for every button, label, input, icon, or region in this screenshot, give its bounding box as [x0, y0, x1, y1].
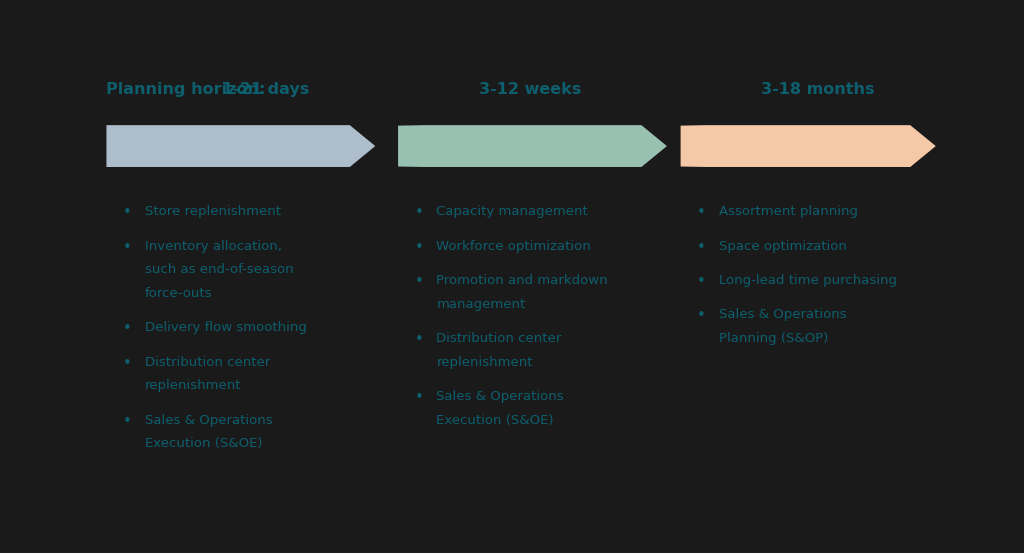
Text: Sales & Operations: Sales & Operations — [144, 414, 272, 427]
Text: •: • — [415, 332, 423, 347]
Text: Store replenishment: Store replenishment — [144, 205, 281, 218]
Polygon shape — [106, 125, 375, 167]
Text: •: • — [123, 239, 132, 254]
Text: Space optimization: Space optimization — [719, 239, 847, 253]
Text: •: • — [697, 239, 706, 254]
Text: Execution (S&OE): Execution (S&OE) — [144, 437, 262, 451]
Text: Inventory allocation,: Inventory allocation, — [144, 239, 282, 253]
Text: •: • — [415, 274, 423, 289]
Text: replenishment: replenishment — [144, 379, 242, 393]
Text: Planning (S&OP): Planning (S&OP) — [719, 332, 828, 345]
Text: •: • — [415, 239, 423, 254]
Text: •: • — [123, 414, 132, 429]
Text: management: management — [436, 298, 525, 311]
Text: Promotion and markdown: Promotion and markdown — [436, 274, 608, 287]
Text: Sales & Operations: Sales & Operations — [436, 390, 564, 403]
Text: Assortment planning: Assortment planning — [719, 205, 858, 218]
Text: •: • — [123, 356, 132, 371]
Text: •: • — [697, 309, 706, 324]
Text: force-outs: force-outs — [144, 287, 212, 300]
Text: •: • — [415, 205, 423, 220]
Text: •: • — [697, 274, 706, 289]
Text: •: • — [123, 205, 132, 220]
Text: Planning horizon:: Planning horizon: — [106, 82, 266, 97]
Text: Workforce optimization: Workforce optimization — [436, 239, 591, 253]
Text: Execution (S&OE): Execution (S&OE) — [436, 414, 554, 427]
Text: Capacity management: Capacity management — [436, 205, 588, 218]
Text: 1-21 days: 1-21 days — [222, 82, 309, 97]
Text: Long-lead time purchasing: Long-lead time purchasing — [719, 274, 897, 287]
Text: Delivery flow smoothing: Delivery flow smoothing — [144, 321, 306, 334]
Text: Distribution center: Distribution center — [436, 332, 561, 345]
Text: •: • — [415, 390, 423, 405]
Polygon shape — [398, 125, 667, 167]
Text: •: • — [123, 321, 132, 336]
Text: 3-18 months: 3-18 months — [761, 82, 874, 97]
Polygon shape — [681, 125, 936, 167]
Text: •: • — [697, 205, 706, 220]
Text: Sales & Operations: Sales & Operations — [719, 309, 847, 321]
Text: 3-12 weeks: 3-12 weeks — [479, 82, 582, 97]
Text: Distribution center: Distribution center — [144, 356, 270, 369]
Text: such as end-of-season: such as end-of-season — [144, 263, 293, 276]
Text: replenishment: replenishment — [436, 356, 532, 369]
